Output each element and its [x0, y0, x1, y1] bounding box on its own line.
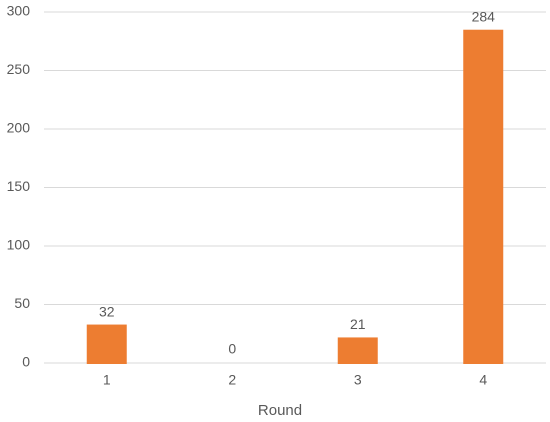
data-label: 21 — [350, 316, 366, 332]
data-label: 284 — [472, 8, 496, 24]
y-tick-label: 50 — [14, 295, 30, 311]
bar — [463, 29, 504, 364]
y-tick-label: 200 — [7, 120, 31, 136]
y-tick-label: 300 — [7, 3, 31, 19]
x-tick-label: 4 — [479, 372, 487, 388]
data-label: 0 — [228, 341, 236, 357]
y-tick-label: 150 — [7, 178, 31, 194]
x-tick-label: 3 — [354, 372, 362, 388]
bar — [86, 324, 127, 364]
x-tick-label: 1 — [103, 372, 111, 388]
data-label: 32 — [99, 303, 115, 319]
y-tick-label: 250 — [7, 61, 31, 77]
bar — [337, 337, 378, 364]
x-tick-label: 2 — [228, 372, 236, 388]
y-tick-label: 100 — [7, 237, 31, 253]
x-axis-title: Round — [258, 402, 302, 419]
y-tick-label: 0 — [22, 354, 30, 370]
